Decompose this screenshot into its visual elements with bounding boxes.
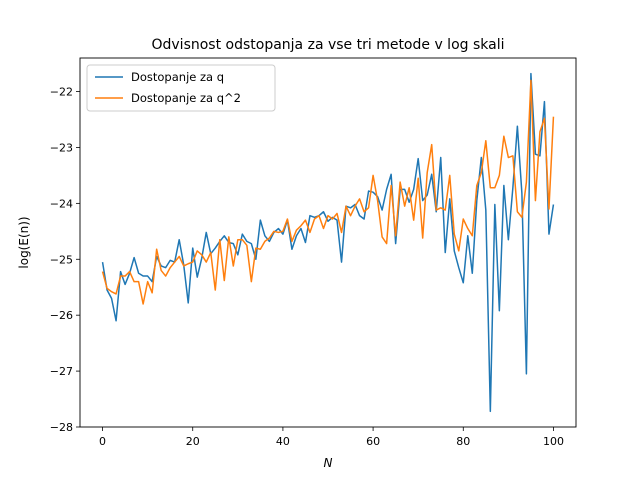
legend-box: [86, 64, 276, 112]
y-tick-label: −26: [50, 309, 73, 322]
x-axis-label: N: [324, 456, 333, 470]
legend-label-q2: Dostopanje za q^2: [131, 91, 241, 105]
x-tick-label: 0: [99, 435, 106, 448]
x-tick-label: 20: [186, 435, 200, 448]
legend: Dostopanje za q Dostopanje za q^2: [86, 64, 276, 112]
chart-title: Odvisnost odstopanja za vse tri metode v…: [151, 37, 504, 53]
y-tick-label: −23: [50, 141, 73, 154]
y-tick-label: −28: [50, 421, 73, 434]
x-tick-label: 40: [276, 435, 290, 448]
legend-label-q: Dostopanje za q: [131, 70, 224, 84]
plot-frame: [79, 57, 577, 428]
y-axis-ticks: −28 −27 −26 −25 −24 −23 −22: [50, 86, 80, 434]
y-tick-label: −25: [50, 253, 73, 266]
series-line-1: [101, 79, 555, 305]
y-tick-label: −27: [50, 365, 73, 378]
series-line-0: [101, 72, 555, 413]
y-tick-label: −22: [50, 86, 73, 99]
x-tick-label: 100: [543, 435, 564, 448]
x-tick-label: 60: [366, 435, 380, 448]
y-axis-label: log(E(n)): [17, 216, 31, 268]
y-tick-label: −24: [50, 197, 73, 210]
plot-lines: [101, 72, 555, 413]
x-tick-label: 80: [456, 435, 470, 448]
x-axis-ticks: 0 20 40 60 80 100: [99, 427, 564, 448]
